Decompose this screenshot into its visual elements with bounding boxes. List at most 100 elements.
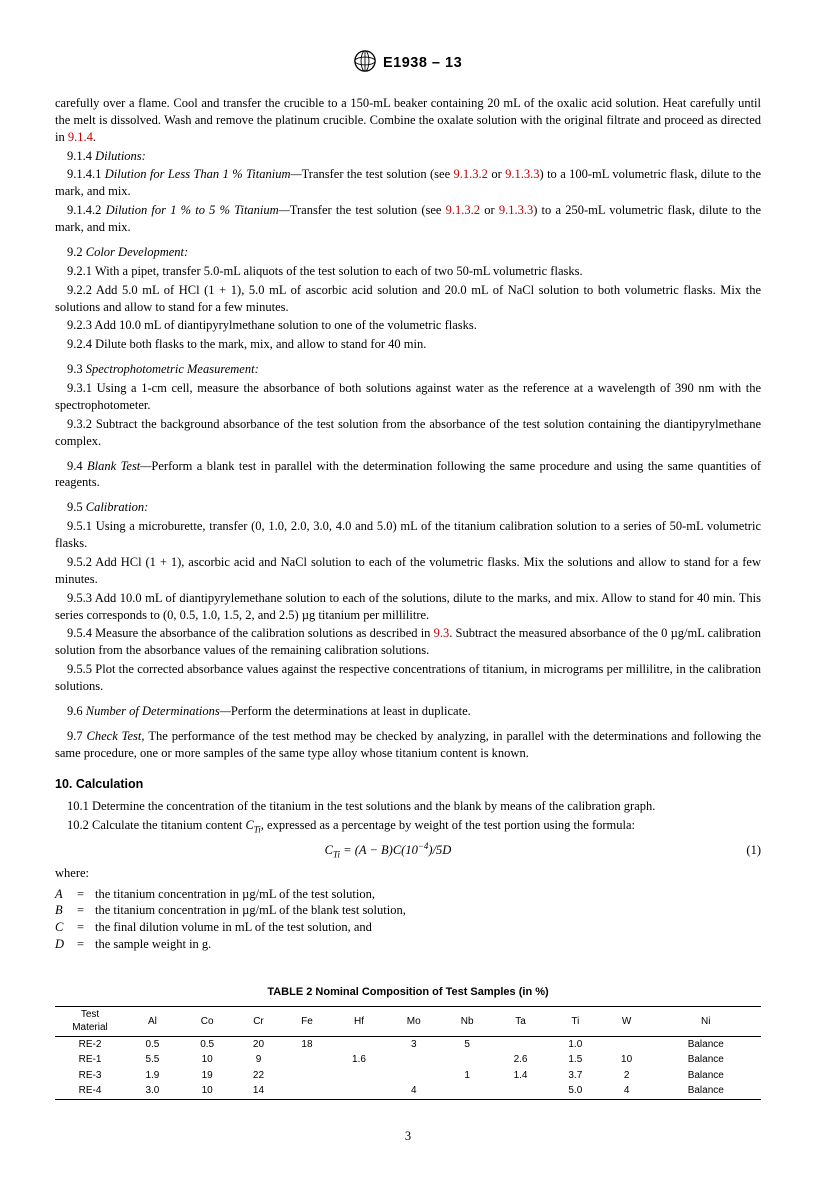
table-row: RE-43.0101445.04Balance [55,1083,761,1099]
para-9-5-3: 9.5.3 Add 10.0 mL of diantipyrylemethane… [55,590,761,624]
ref-9-1-3-2a[interactable]: 9.1.3.2 [454,167,488,181]
col-header: Ta [493,1006,548,1036]
ref-9-1-3-2b[interactable]: 9.1.3.2 [446,203,480,217]
table-cell: 4 [603,1083,651,1099]
para-9-2-1: 9.2.1 With a pipet, transfer 5.0-mL aliq… [55,263,761,280]
para-9-5-1: 9.5.1 Using a microburette, transfer (0,… [55,518,761,552]
table-cell [493,1036,548,1052]
col-header: W [603,1006,651,1036]
table-cell: 5.0 [548,1083,603,1099]
para-9-3: 9.3 Spectrophotometric Measurement: [55,361,761,378]
table-cell [282,1068,331,1084]
page-number: 3 [55,1128,761,1145]
para-10-2: 10.2 Calculate the titanium content CTi,… [55,817,761,836]
equation-number: (1) [721,842,761,859]
para-9-2: 9.2 Color Development: [55,244,761,261]
table-header-row: TestMaterial Al Co Cr Fe Hf Mo Nb Ta Ti … [55,1006,761,1036]
table-cell: RE-2 [55,1036,125,1052]
table-cell [386,1052,441,1068]
heading-10: 10. Calculation [55,776,761,793]
table-cell: 4 [386,1083,441,1099]
table-cell [603,1036,651,1052]
equation-1: CTi = (A − B)C(10−4)/5D (1) [55,840,761,861]
para-9-3-1: 9.3.1 Using a 1-cm cell, measure the abs… [55,380,761,414]
table-cell: 1.9 [125,1068,180,1084]
table-row: RE-15.51091.62.61.510Balance [55,1052,761,1068]
table-2-title: TABLE 2 Nominal Composition of Test Samp… [55,985,761,1000]
table-cell: 14 [235,1083,283,1099]
para-9-5-2: 9.5.2 Add HCl (1 + 1), ascorbic acid and… [55,554,761,588]
table-cell: 2 [603,1068,651,1084]
table-cell: RE-1 [55,1052,125,1068]
page-header: E1938 – 13 [55,50,761,77]
para-9-1-4: 9.1.4 Dilutions: [55,148,761,165]
col-header: Hf [332,1006,387,1036]
table-cell: 10 [180,1083,235,1099]
para-9-2-3: 9.2.3 Add 10.0 mL of diantipyrylmethane … [55,317,761,334]
table-cell: 1.6 [332,1052,387,1068]
document-id: E1938 – 13 [383,54,462,74]
col-header: Ti [548,1006,603,1036]
table-cell: 18 [282,1036,331,1052]
table-cell: 20 [235,1036,283,1052]
where-label: where: [55,865,761,882]
table-cell: 1.0 [548,1036,603,1052]
ref-9-1-3-3a[interactable]: 9.1.3.3 [505,167,539,181]
table-cell: 3.7 [548,1068,603,1084]
ref-9-1-3-3b[interactable]: 9.1.3.3 [499,203,533,217]
table-cell: 2.6 [493,1052,548,1068]
col-header: Nb [441,1006,493,1036]
ref-9-3[interactable]: 9.3 [434,626,450,640]
para-9-5: 9.5 Calibration: [55,499,761,516]
table-cell [282,1052,331,1068]
col-header: TestMaterial [55,1006,125,1036]
table-row: RE-31.9192211.43.72Balance [55,1068,761,1084]
col-header: Co [180,1006,235,1036]
table-cell: RE-3 [55,1068,125,1084]
table-cell [386,1068,441,1084]
table-cell: 9 [235,1052,283,1068]
table-cell [441,1052,493,1068]
ref-9-1-4[interactable]: 9.1.4 [68,130,93,144]
table-cell: 0.5 [180,1036,235,1052]
table-cell: 3 [386,1036,441,1052]
table-cell: RE-4 [55,1083,125,1099]
table-cell [332,1036,387,1052]
table-cell [441,1083,493,1099]
where-list: A=the titanium concentration in µg/mL of… [55,886,761,954]
para-9-1-3-cont: carefully over a flame. Cool and transfe… [55,95,761,146]
para-9-6: 9.6 Number of Determinations—Perform the… [55,703,761,720]
para-10-1: 10.1 Determine the concentration of the … [55,798,761,815]
para-9-5-5: 9.5.5 Plot the corrected absorbance valu… [55,661,761,695]
table-cell: Balance [651,1068,761,1084]
table-cell [282,1083,331,1099]
para-9-2-4: 9.2.4 Dilute both flasks to the mark, mi… [55,336,761,353]
table-cell: Balance [651,1052,761,1068]
table-2: TestMaterial Al Co Cr Fe Hf Mo Nb Ta Ti … [55,1006,761,1100]
table-row: RE-20.50.52018351.0Balance [55,1036,761,1052]
col-header: Cr [235,1006,283,1036]
table-cell: Balance [651,1083,761,1099]
col-header: Mo [386,1006,441,1036]
para-9-4: 9.4 Blank Test—Perform a blank test in p… [55,458,761,492]
table-cell [332,1068,387,1084]
table-cell: 5.5 [125,1052,180,1068]
col-header: Ni [651,1006,761,1036]
table-cell: 10 [603,1052,651,1068]
table-cell: 1.4 [493,1068,548,1084]
para-9-2-2: 9.2.2 Add 5.0 mL of HCl (1 + 1), 5.0 mL … [55,282,761,316]
col-header: Al [125,1006,180,1036]
para-9-7: 9.7 Check Test, The performance of the t… [55,728,761,762]
table-cell [332,1083,387,1099]
para-9-3-2: 9.3.2 Subtract the background absorbance… [55,416,761,450]
table-cell: Balance [651,1036,761,1052]
table-cell: 5 [441,1036,493,1052]
para-9-5-4: 9.5.4 Measure the absorbance of the cali… [55,625,761,659]
table-cell: 1.5 [548,1052,603,1068]
table-cell: 3.0 [125,1083,180,1099]
para-9-1-4-1: 9.1.4.1 Dilution for Less Than 1 % Titan… [55,166,761,200]
para-9-1-4-2: 9.1.4.2 Dilution for 1 % to 5 % Titanium… [55,202,761,236]
astm-logo-icon [354,50,376,77]
table-cell: 19 [180,1068,235,1084]
table-cell: 1 [441,1068,493,1084]
